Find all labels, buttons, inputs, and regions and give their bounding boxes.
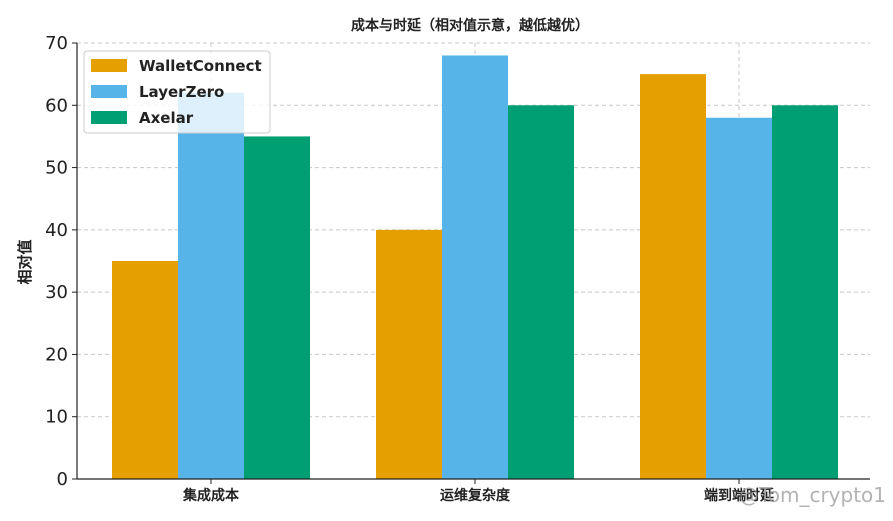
bar-walletconnect-0: [112, 261, 178, 479]
legend-swatch-axelar: [91, 111, 127, 124]
y-tick-label: 60: [45, 95, 68, 116]
bar-axelar-2: [772, 105, 838, 480]
bars: [112, 55, 838, 480]
bar-axelar-1: [508, 105, 574, 480]
x-tick-labels: 集成成本 运维复杂度 端到端时延: [182, 487, 775, 504]
y-axis-label: 相对值: [16, 239, 34, 284]
y-tick-labels: 0 10 20 30 40 50 60 70: [45, 33, 68, 490]
y-tick-label: 70: [45, 33, 68, 54]
bar-layerzero-1: [442, 55, 508, 479]
y-tick-label: 40: [45, 220, 68, 241]
legend-box: [83, 50, 271, 134]
legend-swatch-walletconnect: [91, 59, 127, 72]
y-tick-label: 0: [57, 469, 68, 490]
bar-walletconnect-1: [376, 229, 442, 479]
bar-layerzero-0: [178, 92, 244, 479]
chart-title: 成本与时延（相对值示意，越低越优）: [351, 17, 589, 34]
x-tick-label: 集成成本: [182, 487, 240, 504]
y-tick-label: 20: [45, 344, 68, 365]
bar-axelar-0: [244, 136, 310, 479]
y-tick-label: 50: [45, 158, 68, 179]
x-tick-label: 运维复杂度: [440, 487, 511, 504]
legend-swatch-layerzero: [91, 85, 127, 98]
legend-label-layerzero: LayerZero: [139, 83, 224, 101]
bar-walletconnect-2: [640, 74, 706, 480]
legend-label-walletconnect: WalletConnect: [139, 57, 262, 75]
legend-label-axelar: Axelar: [139, 109, 194, 127]
y-tick-label: 10: [45, 407, 68, 428]
watermark-text: @Tom_crypto1: [739, 483, 886, 507]
axes: [72, 42, 870, 484]
bar-layerzero-2: [706, 117, 772, 479]
legend: WalletConnect LayerZero Axelar: [83, 50, 271, 134]
y-tick-label: 30: [45, 282, 68, 303]
x-tick-label: 端到端时延: [704, 487, 775, 504]
